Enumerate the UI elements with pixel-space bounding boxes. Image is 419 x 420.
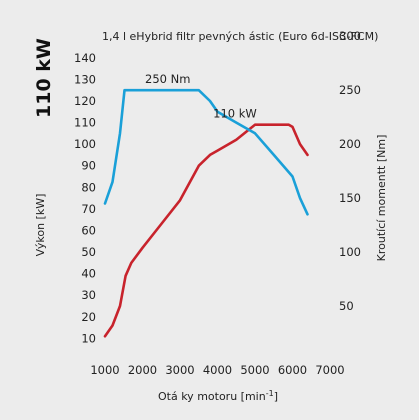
chart-title: 1,4 l eHybrid filtr pevných ástic (Euro … [102, 30, 378, 43]
y-right-tick-label: 250 [339, 83, 361, 97]
y-left-tick-label: 130 [74, 72, 96, 86]
x-tick-label: 1000 [90, 363, 119, 377]
torque-peak-label: 250 Nm [145, 72, 190, 86]
series-lines [103, 88, 309, 338]
y-axis-left-label: Výkon [kW] [34, 194, 47, 257]
y-axis-right-label: Kroutící momentt [Nm] [375, 135, 388, 262]
y-left-tick-label: 10 [81, 331, 96, 345]
y-left-tick-label: 60 [81, 223, 96, 237]
y-left-tick-label: 110 [74, 116, 96, 130]
y-right-tick-label: 200 [339, 137, 361, 151]
y-left-tick-label: 40 [81, 267, 96, 281]
y-left-tick-label: 120 [74, 94, 96, 108]
power-curve-line [103, 123, 309, 338]
y-right-tick-label: 300 [339, 29, 361, 43]
y-left-tick-label: 100 [74, 137, 96, 151]
y-left-tick-label: 70 [81, 202, 96, 216]
x-axis-label: Otá ky motoru [min-1] [158, 389, 278, 403]
y-left-tick-label: 20 [81, 310, 96, 324]
tick-labels: 10 20 30 40 50 60 70 80 90 100 110 120 130 140 50 100 15… [74, 29, 361, 377]
torque-curve-line [103, 88, 309, 216]
y-right-tick-label: 150 [339, 191, 361, 205]
power-peak-label: 110 kW [213, 107, 257, 121]
y-left-tick-label: 80 [81, 180, 96, 194]
y-left-tick-label: 140 [74, 51, 96, 65]
annotations: 110 kW 250 Nm [145, 72, 257, 121]
x-tick-label: 4000 [203, 363, 232, 377]
y-left-tick-label: 50 [81, 245, 96, 259]
max-power-label: 110 kW [33, 38, 55, 118]
x-tick-label: 5000 [240, 363, 269, 377]
x-tick-label: 2000 [128, 363, 157, 377]
x-axis-label-sup: -1 [266, 389, 274, 398]
x-tick-label: 6000 [278, 363, 307, 377]
y-left-tick-label: 90 [81, 159, 96, 173]
y-right-tick-label: 100 [339, 245, 361, 259]
y-right-tick-label: 50 [339, 299, 354, 313]
x-axis-label-main: Otá ky motoru [min [158, 390, 266, 403]
x-axis-label-end: ] [274, 390, 278, 403]
x-tick-label: 7000 [315, 363, 344, 377]
y-left-tick-label: 30 [81, 288, 96, 302]
x-tick-label: 3000 [165, 363, 194, 377]
